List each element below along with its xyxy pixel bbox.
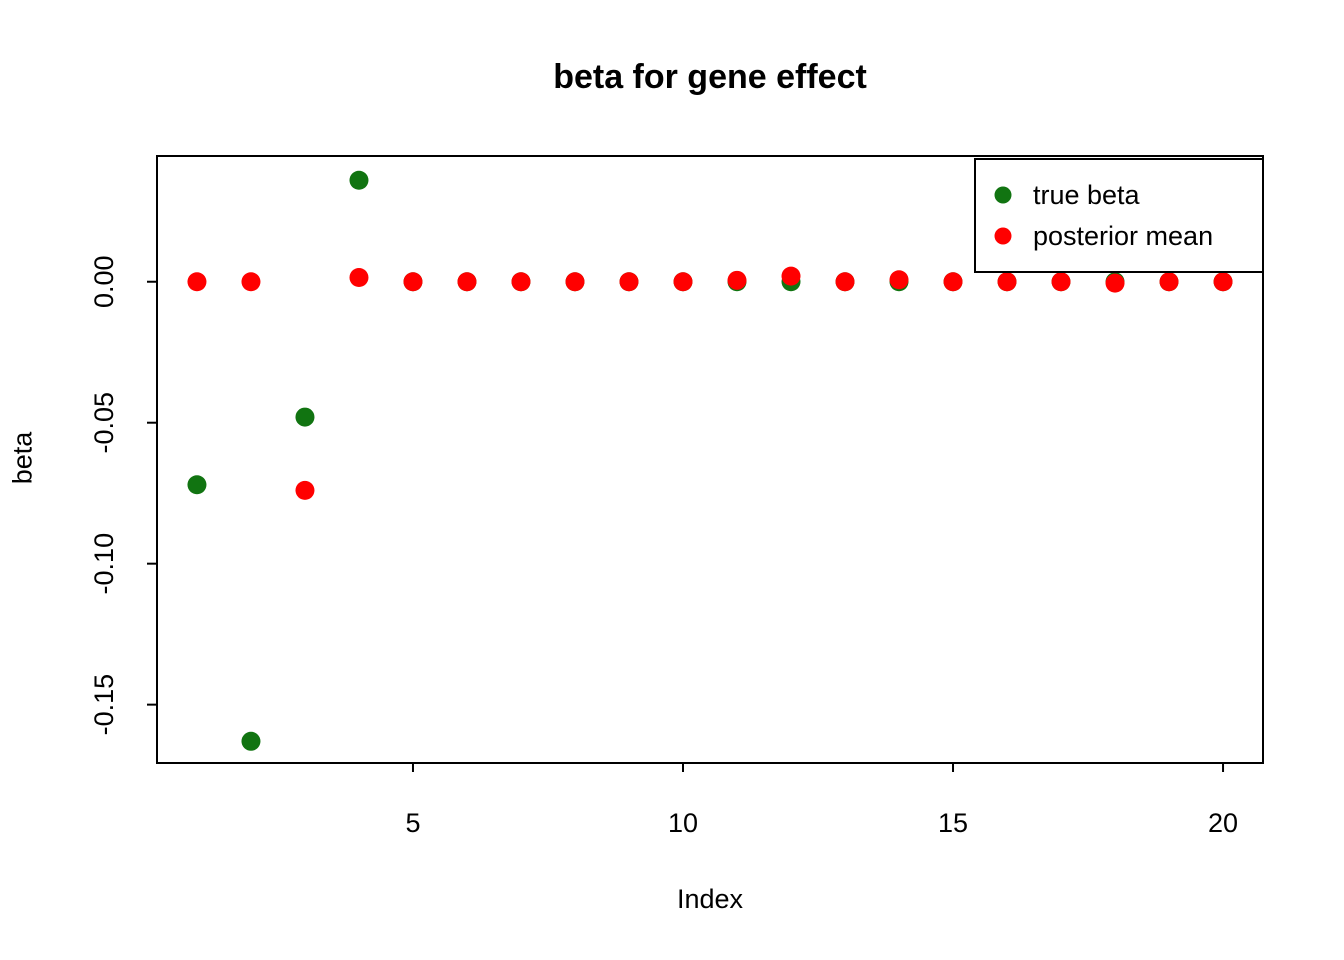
point-true-beta-3: [295, 407, 315, 427]
point-posterior-mean-18: [1105, 273, 1125, 293]
x-tick-label: 15: [938, 808, 968, 838]
point-posterior-mean-13: [835, 272, 855, 292]
point-posterior-mean-14: [889, 270, 909, 290]
point-posterior-mean-9: [619, 272, 639, 292]
y-axis-title: beta: [7, 431, 38, 485]
legend-marker-true-beta: [994, 186, 1012, 204]
point-posterior-mean-19: [1159, 272, 1179, 292]
plot-border: [156, 155, 1264, 764]
point-posterior-mean-12: [781, 266, 801, 286]
legend-label-true-beta: true beta: [1033, 180, 1141, 210]
y-tick-label: -0.15: [89, 674, 119, 736]
point-true-beta-4: [349, 170, 369, 190]
point-posterior-mean-10: [673, 272, 693, 292]
point-posterior-mean-5: [403, 272, 423, 292]
point-posterior-mean-3: [295, 480, 315, 500]
x-axis-title: Index: [676, 884, 744, 914]
point-posterior-mean-11: [727, 270, 747, 290]
y-tick-label: -0.05: [89, 392, 119, 454]
point-posterior-mean-1: [187, 272, 207, 292]
x-tick-label: 20: [1208, 808, 1238, 838]
y-tick-label: 0.00: [89, 255, 119, 308]
x-tick-label: 10: [668, 808, 698, 838]
chart-title: beta for gene effect: [553, 58, 867, 96]
x-tick-label: 5: [405, 808, 420, 838]
point-true-beta-1: [187, 475, 207, 495]
point-posterior-mean-8: [565, 272, 585, 292]
legend-marker-posterior-mean: [994, 227, 1012, 245]
point-posterior-mean-4: [349, 268, 369, 288]
point-posterior-mean-16: [997, 272, 1017, 292]
point-posterior-mean-15: [943, 272, 963, 292]
point-posterior-mean-2: [241, 272, 261, 292]
point-posterior-mean-7: [511, 272, 531, 292]
point-posterior-mean-6: [457, 272, 477, 292]
point-true-beta-2: [241, 731, 261, 751]
y-tick-label: -0.10: [89, 533, 119, 595]
point-posterior-mean-20: [1213, 272, 1233, 292]
point-posterior-mean-17: [1051, 272, 1071, 292]
legend-box: [974, 158, 1264, 273]
legend-label-posterior-mean: posterior mean: [1033, 221, 1213, 251]
